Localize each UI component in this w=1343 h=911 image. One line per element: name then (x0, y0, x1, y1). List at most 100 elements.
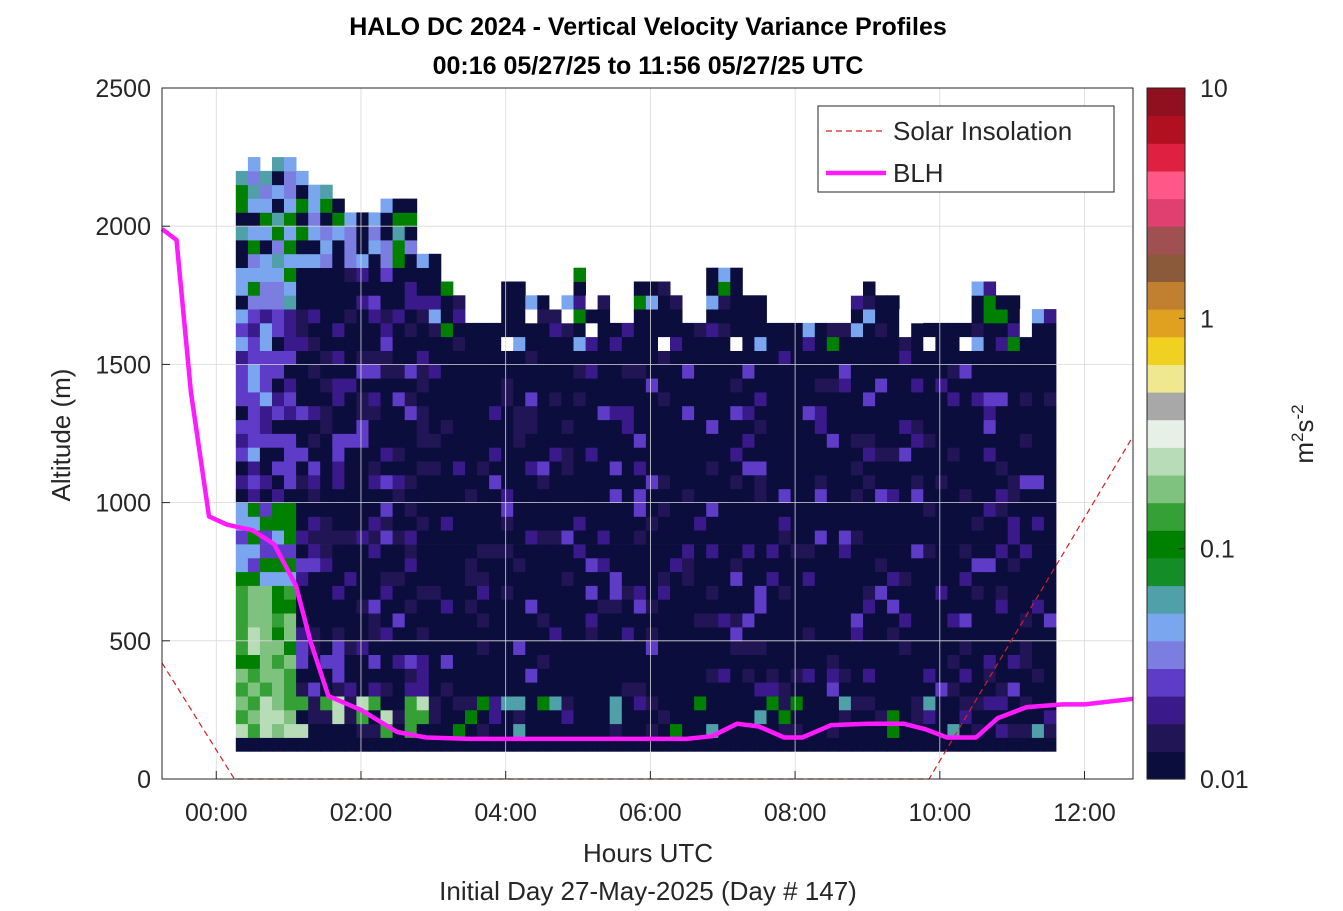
heatmap-cell (899, 571, 912, 586)
heatmap-cell (416, 571, 430, 586)
heatmap-cell (380, 502, 393, 517)
heatmap-cell (320, 419, 333, 434)
heatmap-cell (754, 571, 767, 586)
heatmap-cell (1019, 405, 1033, 421)
heatmap-cell (525, 682, 538, 697)
heatmap-cell (935, 654, 948, 669)
heatmap-cell (573, 350, 586, 365)
heatmap-cell (368, 502, 381, 517)
heatmap-cell (525, 585, 538, 600)
heatmap-cell (465, 640, 478, 655)
heatmap-cell (465, 530, 478, 545)
heatmap-cell (513, 392, 526, 407)
heatmap-cell (971, 461, 985, 476)
heatmap-cell (308, 350, 321, 365)
heatmap-cell (983, 516, 997, 531)
heatmap-cell (730, 488, 743, 503)
heatmap-cell (1019, 599, 1033, 614)
heatmap-cell (585, 295, 599, 310)
heatmap-cell (525, 309, 538, 324)
heatmap-cell (633, 281, 647, 296)
heatmap-cell (380, 488, 393, 503)
heatmap-cell (658, 295, 671, 310)
heatmap-cell (356, 516, 369, 531)
heatmap-cell (838, 378, 852, 393)
heatmap-cell (911, 599, 924, 614)
heatmap-cell (597, 627, 611, 642)
heatmap-cell (790, 488, 804, 503)
legend-blh-label: BLH (893, 158, 944, 188)
heatmap-cell (670, 585, 683, 600)
heatmap-cell (465, 585, 478, 600)
heatmap-cell (923, 668, 936, 683)
heatmap-cell (863, 709, 876, 725)
heatmap-cell (404, 447, 418, 462)
heatmap-cell (983, 447, 997, 462)
heatmap-cell (814, 668, 828, 683)
x-tick-label: 04:00 (474, 799, 537, 827)
heatmap-cell (440, 557, 454, 573)
heatmap-cell (597, 378, 611, 393)
heatmap-cell (1031, 447, 1045, 462)
heatmap-cell (308, 295, 321, 310)
heatmap-cell (730, 322, 743, 338)
heatmap-cell (597, 530, 611, 545)
heatmap-cell (947, 322, 960, 338)
heatmap-cell (368, 544, 381, 559)
heatmap-cell (259, 613, 273, 628)
heatmap-cell (838, 336, 852, 351)
heatmap-cell (766, 654, 779, 669)
heatmap-cell (440, 613, 454, 628)
heatmap-cell (308, 696, 321, 711)
heatmap-cell (658, 309, 671, 324)
heatmap-cell (296, 737, 309, 752)
heatmap-cell (452, 364, 466, 379)
heatmap-cell (404, 488, 418, 503)
heatmap-cell (1031, 640, 1045, 655)
heatmap-cell (561, 322, 574, 338)
heatmap-cell (826, 419, 840, 434)
heatmap-cell (694, 544, 707, 559)
heatmap-cell (356, 544, 369, 559)
heatmap-cell (645, 640, 659, 655)
heatmap-cell (513, 488, 526, 503)
heatmap-cell (778, 350, 792, 365)
heatmap-cell (259, 433, 273, 448)
heatmap-cell (778, 557, 792, 573)
heatmap-cell (452, 530, 466, 545)
heatmap-cell (549, 378, 562, 393)
heatmap-cell (416, 682, 430, 697)
heatmap-cell (320, 516, 333, 531)
heatmap-cell (971, 447, 985, 462)
heatmap-cell (995, 654, 1009, 669)
heatmap-cell (308, 433, 321, 448)
heatmap-cell (392, 516, 406, 531)
heatmap-cell (838, 475, 852, 490)
heatmap-cell (863, 627, 876, 642)
heatmap-cell (645, 613, 659, 628)
heatmap-cell (477, 475, 490, 490)
heatmap-cell (404, 281, 418, 296)
heatmap-cell (766, 530, 779, 545)
heatmap-cell (766, 461, 779, 476)
heatmap-cell (838, 737, 852, 752)
heatmap-cell (380, 557, 393, 573)
heatmap-cell (320, 378, 333, 393)
heatmap-cell (404, 253, 418, 268)
heatmap-cell (272, 502, 285, 517)
heatmap-cell (682, 378, 695, 393)
heatmap-cell (344, 392, 357, 407)
heatmap-cell (308, 309, 321, 324)
heatmap-cell (887, 544, 900, 559)
heatmap-cell (658, 350, 671, 365)
heatmap-cell (670, 627, 683, 642)
heatmap-cell (1019, 502, 1033, 517)
heatmap-cell (959, 737, 972, 752)
heatmap-cell (235, 253, 249, 268)
heatmap-cell (247, 157, 261, 172)
heatmap-cell (247, 723, 261, 738)
heatmap-cell (573, 405, 586, 421)
heatmap-cell (477, 378, 490, 393)
heatmap-cell (320, 253, 333, 268)
